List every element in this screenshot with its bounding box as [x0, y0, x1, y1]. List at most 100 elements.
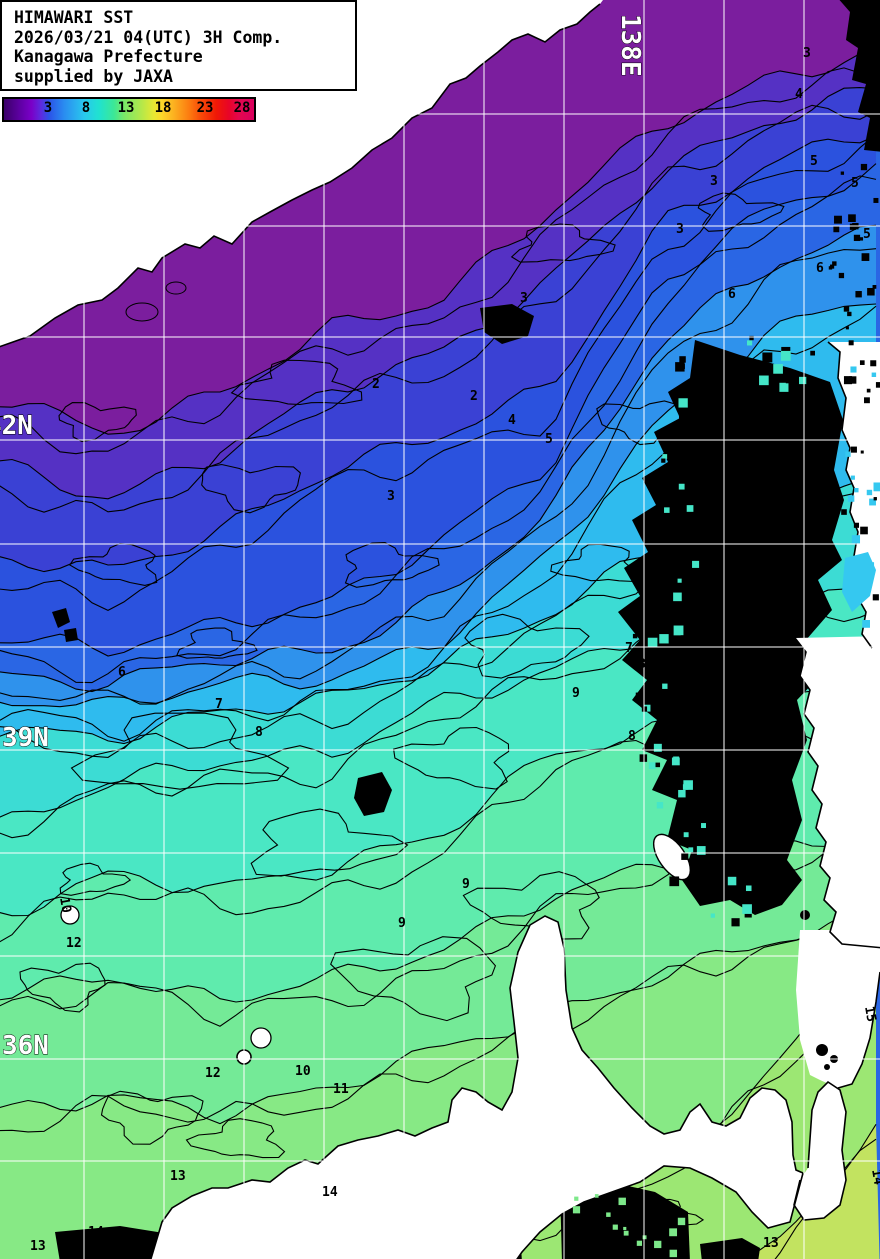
- lon-label: 138E: [615, 14, 645, 77]
- sea-speckle: [654, 1240, 662, 1249]
- colorbar-tick: 28: [233, 100, 251, 116]
- nodata-speckle: [678, 789, 686, 798]
- sea-speckle: [606, 1212, 611, 1217]
- product-credit: supplied by JAXA: [14, 66, 173, 86]
- nodata-speckle: [834, 215, 842, 224]
- islet: [847, 679, 859, 691]
- nodata-speckle: [862, 620, 870, 628]
- sea-speckle: [642, 1235, 647, 1240]
- nodata-speckle: [655, 762, 661, 768]
- nodata-speckle: [746, 340, 753, 346]
- lat-label: 39N: [2, 723, 49, 753]
- nodata-speckle: [860, 526, 868, 535]
- nodata-speckle: [691, 485, 698, 493]
- contour-blob: [697, 192, 785, 232]
- contour-value-label: 15: [861, 1005, 878, 1023]
- contour-line-echo: [0, 67, 877, 455]
- contour-blob: [100, 1090, 204, 1145]
- contour-blob: [185, 1118, 286, 1159]
- nodata-speckle: [656, 802, 664, 809]
- nodata-speckle: [679, 662, 684, 667]
- nodata-speckle: [712, 876, 720, 884]
- coordinate-labels: 42N 39N 36N 138E: [0, 14, 645, 1062]
- nodata-speckle: [692, 560, 700, 568]
- nodata-speckle: [673, 625, 684, 636]
- contour-line-echo: [0, 935, 877, 1133]
- nodata-speckle: [678, 483, 685, 490]
- nodata-speckle: [872, 285, 877, 289]
- nodata-speckle: [785, 376, 793, 384]
- contour-value-label: 3: [710, 174, 718, 189]
- nodata-speckle: [744, 910, 752, 918]
- coastline: [0, 3, 601, 348]
- nodata-speckle: [673, 830, 678, 836]
- nodata-speckle: [682, 826, 690, 834]
- nodata-speckle: [677, 475, 685, 482]
- contour-value-label: 8: [638, 657, 646, 672]
- contour-value-label: 6: [816, 261, 824, 276]
- contour-value-label: 9: [572, 686, 580, 701]
- nodata-speckle: [709, 886, 718, 895]
- sea-speckle: [594, 1194, 599, 1198]
- contour-value-label: 2: [470, 389, 478, 404]
- contour-blob: [464, 613, 590, 679]
- nodata-speckle: [678, 398, 688, 408]
- contour-blob: [58, 402, 137, 443]
- nodata-speckle: [660, 552, 666, 558]
- nodata-speckle: [679, 356, 686, 363]
- contour-value-label: 4: [795, 87, 803, 102]
- contour-value-label: 2: [372, 377, 380, 392]
- nodata-speckle: [845, 326, 849, 330]
- island-izu-oshima: [816, 1044, 828, 1056]
- nodata-speckle: [832, 261, 837, 266]
- contour-value-label: 14: [868, 1168, 880, 1186]
- nodata-speckle: [726, 355, 733, 361]
- island-sado: [652, 833, 692, 881]
- nodata-speckle: [841, 509, 847, 515]
- contour-line-echo: [0, 104, 877, 513]
- nodata-speckle: [873, 197, 879, 203]
- sst-zone-15c: [747, 1124, 880, 1259]
- contour-value-label: 3: [803, 46, 811, 61]
- contour-value-label: 3: [387, 489, 395, 504]
- nodata-speckle: [843, 306, 850, 312]
- nodata-speckle: [866, 388, 871, 393]
- nodata-speckle: [848, 376, 857, 384]
- colorbar-tick: 3: [43, 100, 53, 116]
- contour-value-label: 3: [676, 222, 684, 237]
- nodata-region: [64, 628, 78, 642]
- land-mass: [794, 1082, 846, 1220]
- nodata-speckle: [859, 360, 865, 365]
- contour-line-echo: [0, 248, 877, 705]
- contour-value-label: 5: [863, 227, 871, 242]
- nodata-speckle: [764, 387, 771, 393]
- sea-speckle: [572, 1206, 581, 1214]
- nodata-speckle: [850, 446, 857, 453]
- nodata-speckle: [674, 502, 684, 512]
- nodata-speckle: [860, 163, 868, 171]
- contour-value-label: 13: [30, 1239, 46, 1254]
- nodata-speckle: [670, 703, 680, 713]
- contour-line: [0, 913, 877, 1125]
- nodata-speckle: [845, 451, 851, 457]
- contour-blob: [69, 542, 158, 586]
- nodata-speckle: [861, 253, 870, 261]
- nodata-speckle: [762, 352, 773, 363]
- nodata-speckle: [656, 539, 663, 546]
- nodata-speckle: [651, 562, 660, 572]
- nodata-speckle: [749, 335, 754, 341]
- contour-blob: [250, 808, 409, 877]
- contour-value-label: 13: [763, 1236, 779, 1251]
- contour-value-label: 6: [728, 287, 736, 302]
- nodata-speckle: [833, 226, 840, 233]
- nodata-speckle: [847, 495, 855, 502]
- sst-zone-10c: [0, 691, 876, 1002]
- land-mass: [150, 916, 803, 1259]
- sea-speckle: [669, 1228, 678, 1237]
- sst-zone-12c: [0, 914, 876, 1259]
- product-datetime: 2026/03/21 04(UTC) 3H Comp.: [14, 27, 283, 47]
- nodata-speckle: [639, 754, 648, 762]
- nodata-speckle: [679, 363, 685, 369]
- nodata-speckle: [659, 573, 669, 583]
- contour-line: [0, 48, 877, 435]
